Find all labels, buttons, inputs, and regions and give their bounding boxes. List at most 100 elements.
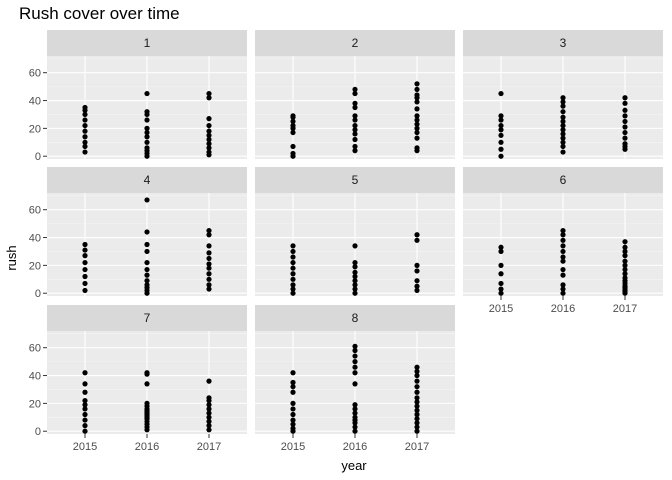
data-point xyxy=(352,282,358,288)
data-point xyxy=(144,282,150,288)
data-point xyxy=(144,134,150,140)
facet-label: 5 xyxy=(352,173,359,187)
data-point xyxy=(290,286,296,292)
data-point xyxy=(82,381,88,387)
data-point xyxy=(82,406,88,412)
data-point xyxy=(498,127,504,133)
x-tick-label: 2015 xyxy=(73,441,97,453)
data-point xyxy=(352,264,358,270)
data-point xyxy=(206,423,212,429)
data-point xyxy=(290,143,296,150)
data-point xyxy=(414,287,420,294)
data-point xyxy=(290,150,296,157)
data-point xyxy=(414,399,420,405)
data-point xyxy=(352,136,358,143)
data-point xyxy=(352,104,358,111)
data-point xyxy=(414,411,420,418)
data-point xyxy=(290,425,296,432)
data-point xyxy=(144,400,150,406)
data-point xyxy=(352,359,358,365)
y-tick-label: 40 xyxy=(29,233,41,245)
data-point xyxy=(144,272,150,278)
x-tick-label: 2017 xyxy=(405,441,429,453)
data-point xyxy=(290,389,296,395)
data-point xyxy=(560,114,566,120)
data-point xyxy=(206,232,212,238)
data-point xyxy=(498,280,504,287)
data-point xyxy=(144,109,150,115)
data-point xyxy=(206,418,212,425)
data-point xyxy=(82,143,88,150)
data-point xyxy=(352,370,358,376)
data-point xyxy=(82,134,88,140)
data-point xyxy=(414,99,420,105)
data-point xyxy=(498,262,504,268)
y-tick-label: 60 xyxy=(29,343,41,355)
data-point xyxy=(414,283,420,289)
data-point xyxy=(560,232,566,238)
data-point xyxy=(498,132,504,138)
data-point xyxy=(206,286,212,292)
data-point xyxy=(352,143,358,150)
y-tick-label: 0 xyxy=(35,151,41,163)
facet-strip xyxy=(47,167,247,193)
data-point xyxy=(82,111,88,118)
data-point xyxy=(622,253,628,259)
data-point xyxy=(414,121,420,127)
data-point xyxy=(498,122,504,129)
data-point xyxy=(206,149,212,155)
x-tick-label: 2017 xyxy=(613,303,637,315)
y-tick-label: 40 xyxy=(29,96,41,108)
facet-label: 1 xyxy=(144,36,151,50)
data-point xyxy=(82,266,88,273)
data-point xyxy=(352,148,358,154)
data-point xyxy=(498,117,504,123)
x-tick-label: 2015 xyxy=(281,441,305,453)
data-point xyxy=(290,122,296,129)
data-point xyxy=(144,381,150,387)
data-point xyxy=(622,113,628,119)
data-point xyxy=(352,424,358,430)
data-point xyxy=(352,343,358,349)
data-point xyxy=(622,239,628,245)
data-point xyxy=(622,266,628,273)
data-point xyxy=(206,116,212,122)
facet-strip xyxy=(47,305,247,331)
facet-strip xyxy=(255,167,455,193)
data-point xyxy=(144,266,150,273)
data-point xyxy=(352,406,358,412)
data-point xyxy=(290,417,296,423)
data-point xyxy=(498,248,504,255)
data-point xyxy=(560,282,566,288)
y-tick-label: 0 xyxy=(35,426,41,438)
data-point xyxy=(82,397,88,404)
data-point xyxy=(82,423,88,429)
data-point xyxy=(352,131,358,137)
data-point xyxy=(622,244,628,250)
data-point xyxy=(498,139,504,145)
data-point xyxy=(206,122,212,129)
data-point xyxy=(290,370,296,376)
data-point xyxy=(144,370,150,376)
data-point xyxy=(414,81,420,87)
data-point xyxy=(206,427,212,433)
data-point xyxy=(206,227,212,234)
data-point xyxy=(414,117,420,123)
data-point xyxy=(290,290,296,296)
data-point xyxy=(560,127,566,133)
data-point xyxy=(498,113,504,119)
data-point xyxy=(414,92,420,98)
data-point xyxy=(290,113,296,119)
data-point xyxy=(498,271,504,277)
y-tick-label: 60 xyxy=(29,205,41,217)
data-point xyxy=(206,141,212,147)
facet-strip xyxy=(255,305,455,331)
data-point xyxy=(352,428,358,434)
data-point xyxy=(352,269,358,275)
data-point xyxy=(206,261,212,267)
data-point xyxy=(560,135,566,141)
data-point xyxy=(144,197,150,203)
data-point xyxy=(82,287,88,294)
data-point xyxy=(414,384,420,390)
